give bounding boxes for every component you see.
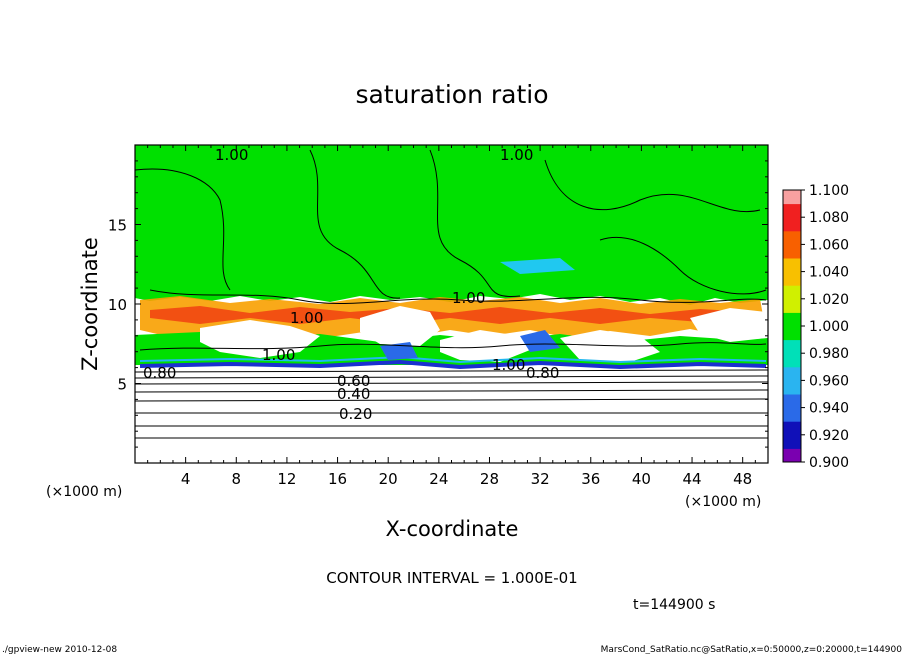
colorbar-tick-label: 1.080 — [809, 210, 849, 226]
contour-label: 1.00 — [492, 356, 525, 374]
y-tick-label: 15 — [108, 217, 127, 235]
x-tick-label: 48 — [733, 470, 752, 488]
colorbar-swatch — [783, 230, 801, 245]
colorbar-swatch — [783, 339, 801, 354]
contour-label-layer: 1.00 1.00 1.00 1.00 1.00 1.00 0.80 0.80 … — [143, 146, 559, 423]
x-axis: 4 8 12 16 20 24 28 32 36 40 44 48 — [147, 145, 756, 488]
contour-label: 0.60 — [337, 372, 370, 390]
contour-label: 0.80 — [143, 364, 176, 382]
blue-patch-2 — [380, 342, 418, 360]
contour-label: 0.80 — [526, 364, 559, 382]
blue-layer — [139, 359, 767, 370]
colorbar-swatch — [783, 394, 801, 409]
colorbar-swatch — [783, 434, 801, 449]
saturated-region — [135, 145, 768, 305]
white-cloud-5 — [690, 308, 766, 342]
time-label: t=144900 s — [633, 597, 715, 613]
blue-patch-1 — [520, 330, 560, 352]
cyan-layer — [139, 355, 767, 364]
x-tick-label: 20 — [379, 470, 398, 488]
colorbar-swatch — [783, 366, 801, 381]
colorbar-swatch — [783, 421, 801, 436]
colorbar-swatch — [783, 190, 801, 205]
cyan-patch-1 — [500, 258, 575, 274]
white-cloud-3 — [440, 330, 530, 362]
red-band — [150, 306, 760, 324]
x-tick-label: 32 — [531, 470, 550, 488]
x-axis-title: X-coordinate — [386, 517, 519, 541]
colorbar-tick-label: 0.920 — [809, 428, 849, 444]
colorbar-tick-label: 1.040 — [809, 265, 849, 281]
y-axis-unit: (×1000 m) — [46, 484, 122, 500]
chart-title: saturation ratio — [355, 80, 548, 109]
colorbar-tick-label: 1.020 — [809, 292, 849, 308]
colorbar-swatch — [783, 271, 801, 286]
colorbar-tick-label: 0.960 — [809, 373, 849, 389]
colorbar-swatch — [783, 217, 801, 232]
colorbar-swatch — [783, 298, 801, 313]
x-tick-label: 8 — [232, 470, 242, 488]
contour-label: 0.40 — [337, 385, 370, 403]
colorbar-tick-label: 1.100 — [809, 183, 849, 199]
colorbar-swatch — [783, 258, 801, 273]
x-tick-label: 24 — [429, 470, 448, 488]
colorbar-tick-label: 0.940 — [809, 401, 849, 417]
colorbar-swatch — [783, 353, 801, 368]
colorbar-tick-label: 0.900 — [809, 455, 849, 471]
contour-label: 1.00 — [500, 146, 533, 164]
x-tick-label: 44 — [682, 470, 701, 488]
y-axis: 5 10 15 — [108, 160, 768, 448]
contour-interval: CONTOUR INTERVAL = 1.000E-01 — [326, 569, 577, 587]
contour-label: 1.00 — [262, 346, 295, 364]
footer-program: ./gpview-new 2010-12-08 — [2, 645, 117, 654]
x-tick-label: 36 — [581, 470, 600, 488]
colorbar-swatch — [783, 380, 801, 395]
x-tick-label: 40 — [632, 470, 651, 488]
colorbar-swatch — [783, 244, 801, 259]
x-tick-label: 28 — [480, 470, 499, 488]
contour-label: 1.00 — [215, 146, 248, 164]
x-tick-label: 16 — [328, 470, 347, 488]
x-tick-label: 12 — [277, 470, 296, 488]
colorbar-swatch — [783, 407, 801, 422]
contour-label: 1.00 — [290, 309, 323, 327]
colorbar-tick-label: 1.060 — [809, 237, 849, 253]
x-axis-unit: (×1000 m) — [685, 494, 761, 510]
colorbar-swatch — [783, 448, 801, 463]
y-tick-label: 5 — [117, 376, 127, 394]
contour-lines — [135, 149, 768, 439]
colorbar-swatch — [783, 203, 801, 218]
x-tick-label: 4 — [181, 470, 191, 488]
colorbar-tick-label: 0.980 — [809, 346, 849, 362]
y-axis-title: Z-coordinate — [78, 237, 102, 371]
colorbar: 0.900 0.920 0.940 0.960 0.980 1.000 1.020 1.040… — [782, 183, 849, 471]
plot-area — [135, 145, 768, 463]
colorbar-swatch — [783, 312, 801, 327]
colorbar-tick-label: 1.000 — [809, 319, 849, 335]
colorbar-swatch — [783, 326, 801, 341]
contour-label: 1.00 — [452, 289, 485, 307]
contour-label: 0.20 — [339, 405, 372, 423]
y-tick-label: 10 — [108, 296, 127, 314]
colorbar-swatch — [783, 285, 801, 300]
footer-source: MarsCond_SatRatio.nc@SatRatio,x=0:50000,… — [601, 645, 903, 654]
white-cloud-2 — [360, 306, 440, 346]
